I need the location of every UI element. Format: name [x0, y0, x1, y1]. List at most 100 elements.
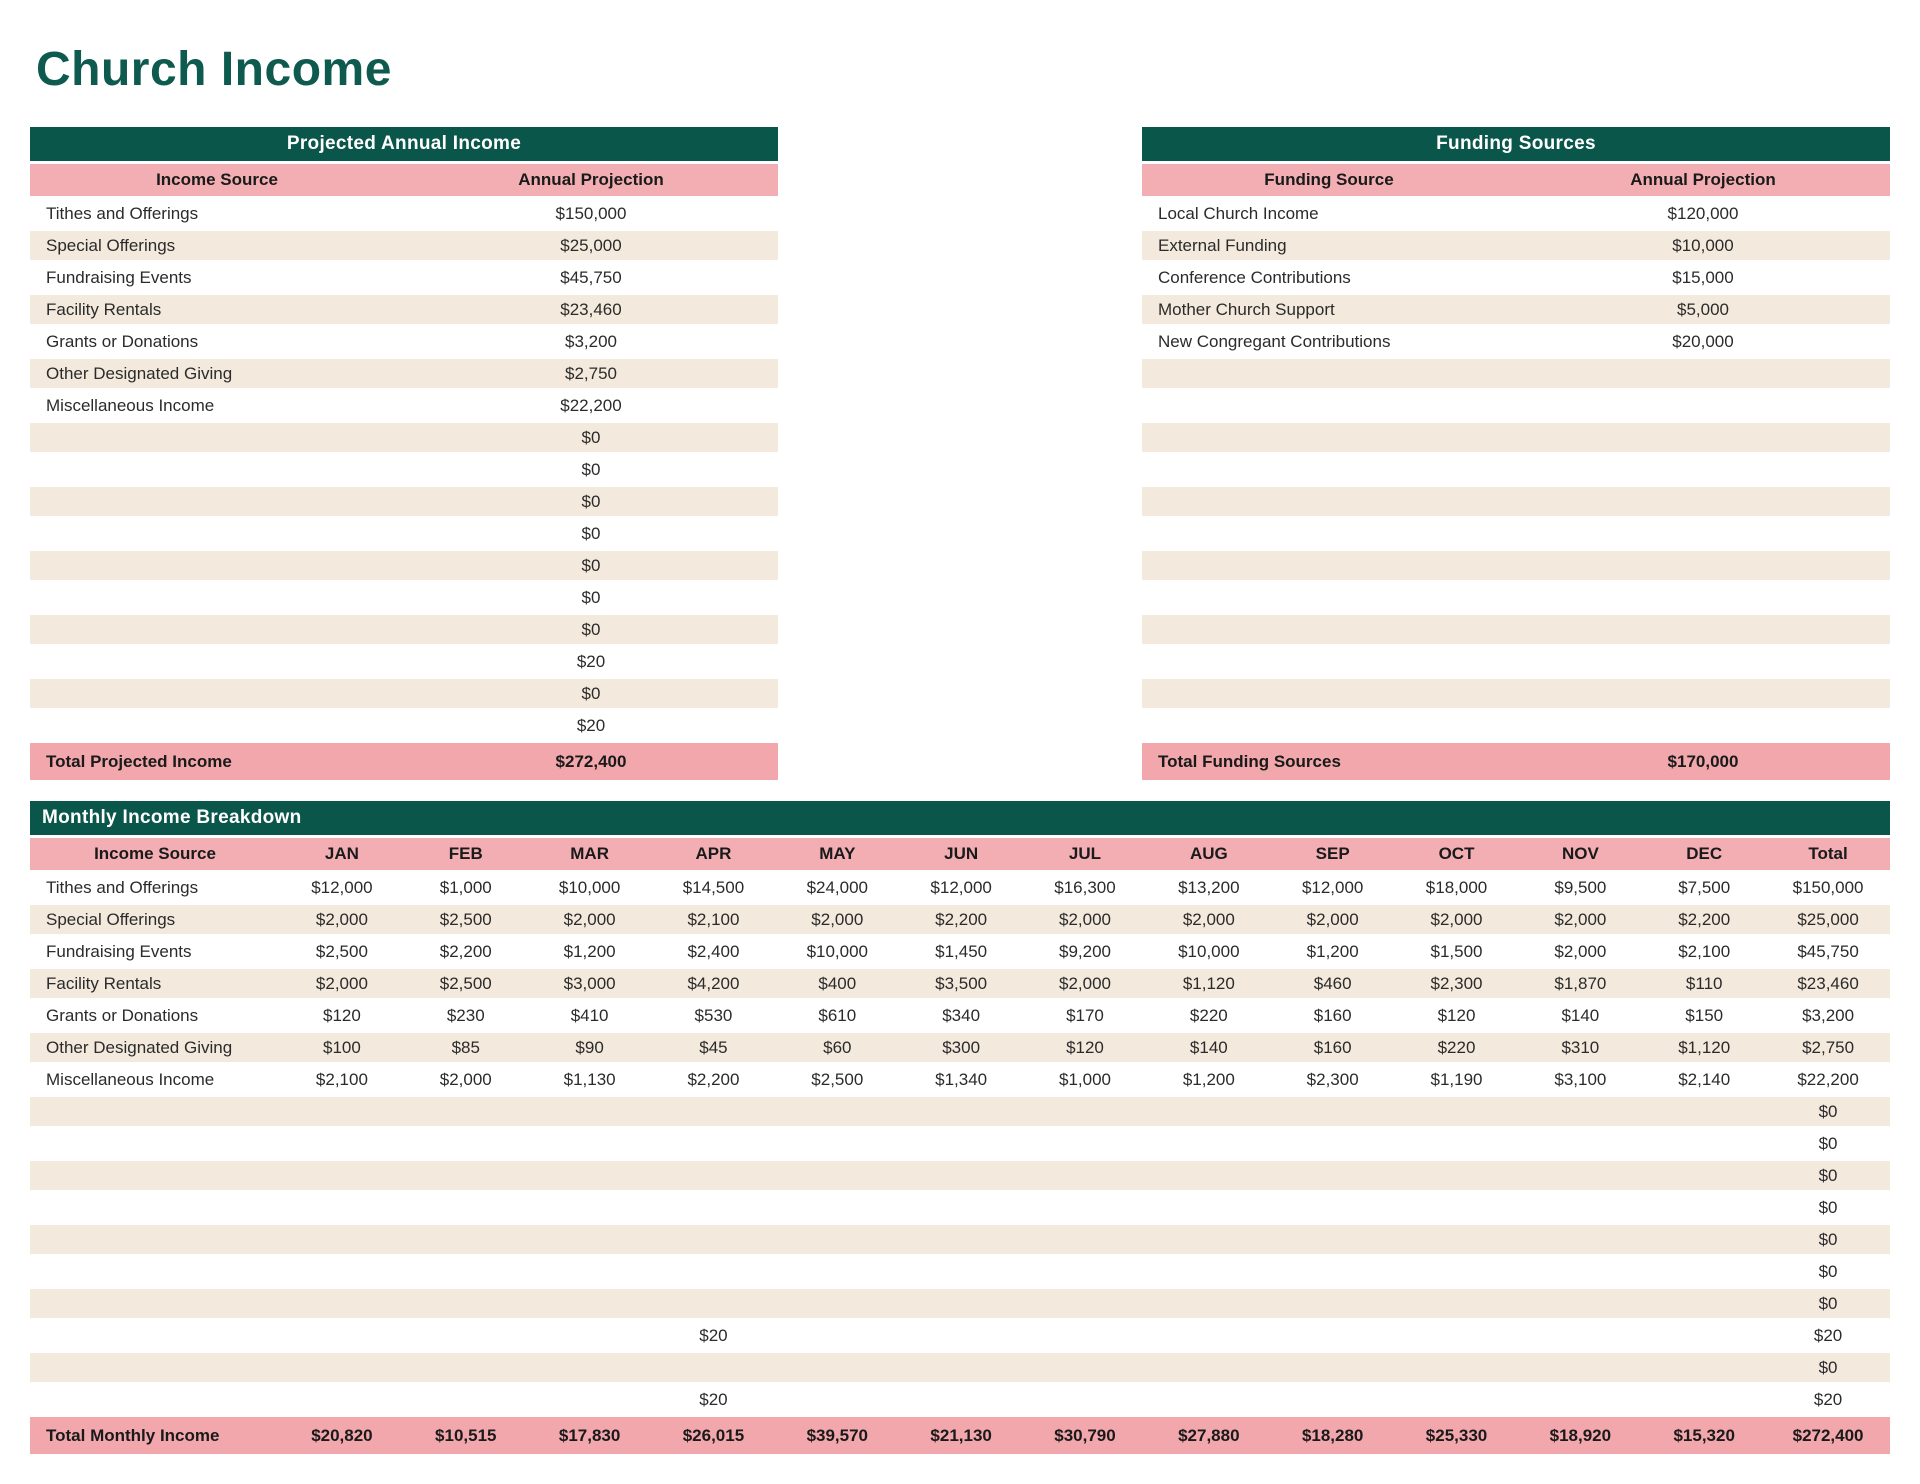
row-value	[1146, 1129, 1271, 1161]
table-row: Special Offerings $25,000	[30, 231, 778, 263]
row-label: Fundraising Events	[30, 263, 404, 295]
row-value: $2,000	[1518, 905, 1643, 937]
table-row	[1142, 615, 1890, 647]
table-row: Miscellaneous Income $22,200	[30, 391, 778, 423]
row-value: $3,200	[404, 327, 778, 359]
row-value: $2,100	[1642, 937, 1767, 969]
row-label: Other Designated Giving	[30, 359, 404, 391]
table-row: $0	[30, 423, 778, 455]
column-header: Total	[1766, 838, 1890, 873]
column-header: MAY	[775, 838, 900, 873]
row-value	[403, 1225, 528, 1257]
row-value: $1,870	[1518, 969, 1643, 1001]
table-row: $0	[30, 583, 778, 615]
row-label: Facility Rentals	[30, 295, 404, 327]
row-value: $16,300	[1023, 873, 1147, 905]
table-row: $0	[30, 1161, 1890, 1193]
row-value: $300	[899, 1033, 1024, 1065]
row-value	[1394, 1289, 1519, 1321]
table-title: Funding Sources	[1142, 127, 1890, 164]
row-value: $0	[1766, 1225, 1890, 1257]
row-value	[1518, 1161, 1643, 1193]
row-value: $1,120	[1642, 1033, 1767, 1065]
row-value	[1146, 1161, 1271, 1193]
row-value: $18,280	[1270, 1417, 1395, 1457]
row-value	[280, 1289, 404, 1321]
table-row: $20 $20	[30, 1321, 1890, 1353]
row-value: $3,200	[1766, 1001, 1890, 1033]
row-value	[1023, 1353, 1147, 1385]
row-label: Fundraising Events	[30, 937, 280, 969]
row-value: $22,200	[1766, 1065, 1890, 1097]
column-header: FEB	[403, 838, 528, 873]
row-value	[527, 1129, 652, 1161]
row-value: $0	[404, 615, 778, 647]
row-value: $0	[404, 487, 778, 519]
table-row: $0	[30, 551, 778, 583]
row-value	[280, 1129, 404, 1161]
row-value	[1518, 1225, 1643, 1257]
table-row: $0	[30, 1097, 1890, 1129]
row-value	[1270, 1225, 1395, 1257]
table-row: $0	[30, 1129, 1890, 1161]
row-label	[1142, 647, 1516, 679]
table-row: $0	[30, 455, 778, 487]
table-row: $0	[30, 519, 778, 551]
column-header: Annual Projection	[1516, 164, 1890, 199]
row-value: $1,120	[1146, 969, 1271, 1001]
row-value	[1516, 359, 1890, 391]
row-value	[403, 1257, 528, 1289]
row-value	[1394, 1385, 1519, 1417]
table-row: Miscellaneous Income $2,100 $2,000 $1,130 $2…	[30, 1065, 1890, 1097]
row-value: $150,000	[1766, 873, 1890, 905]
row-value: $18,000	[1394, 873, 1519, 905]
row-value	[651, 1097, 776, 1129]
row-value	[775, 1257, 900, 1289]
row-value: $26,015	[651, 1417, 776, 1457]
row-value: $2,750	[404, 359, 778, 391]
row-value: $23,460	[404, 295, 778, 327]
row-value: $230	[403, 1001, 528, 1033]
row-value	[1516, 679, 1890, 711]
projected-annual-income-table: Projected Annual Income Income Source Ann…	[30, 127, 778, 783]
row-value: $20	[1766, 1385, 1890, 1417]
row-value: $2,000	[280, 905, 404, 937]
row-value	[899, 1193, 1024, 1225]
monthly-income-breakdown-table: Monthly Income Breakdown Income Source JA…	[30, 801, 1890, 1457]
row-value	[651, 1353, 776, 1385]
table-title: Monthly Income Breakdown	[30, 801, 1890, 838]
table-row: $20	[30, 647, 778, 679]
total-row: Total Funding Sources $170,000	[1142, 743, 1890, 783]
table-title-row: Projected Annual Income	[30, 127, 778, 164]
row-value: $0	[1766, 1289, 1890, 1321]
row-value	[1270, 1097, 1395, 1129]
column-header: JAN	[280, 838, 404, 873]
row-value	[899, 1129, 1024, 1161]
row-value: $20,820	[280, 1417, 404, 1457]
row-value	[403, 1193, 528, 1225]
row-value: $3,100	[1518, 1065, 1643, 1097]
row-value	[1518, 1257, 1643, 1289]
row-value	[775, 1225, 900, 1257]
row-value	[1642, 1385, 1767, 1417]
row-value	[403, 1289, 528, 1321]
row-value	[1394, 1161, 1519, 1193]
row-value	[1642, 1097, 1767, 1129]
column-header: Funding Source	[1142, 164, 1516, 199]
row-value	[1023, 1225, 1147, 1257]
row-label: Special Offerings	[30, 231, 404, 263]
row-value	[527, 1321, 652, 1353]
row-value: $2,000	[1146, 905, 1271, 937]
row-value	[1023, 1321, 1147, 1353]
row-value: $39,570	[775, 1417, 900, 1457]
row-value	[280, 1193, 404, 1225]
row-value	[1394, 1257, 1519, 1289]
row-label	[30, 1225, 280, 1257]
column-header: APR	[651, 838, 776, 873]
row-value	[403, 1097, 528, 1129]
row-label	[1142, 615, 1516, 647]
row-value: $1,190	[1394, 1065, 1519, 1097]
row-value: $12,000	[280, 873, 404, 905]
row-label: Local Church Income	[1142, 199, 1516, 231]
row-value: $23,460	[1766, 969, 1890, 1001]
